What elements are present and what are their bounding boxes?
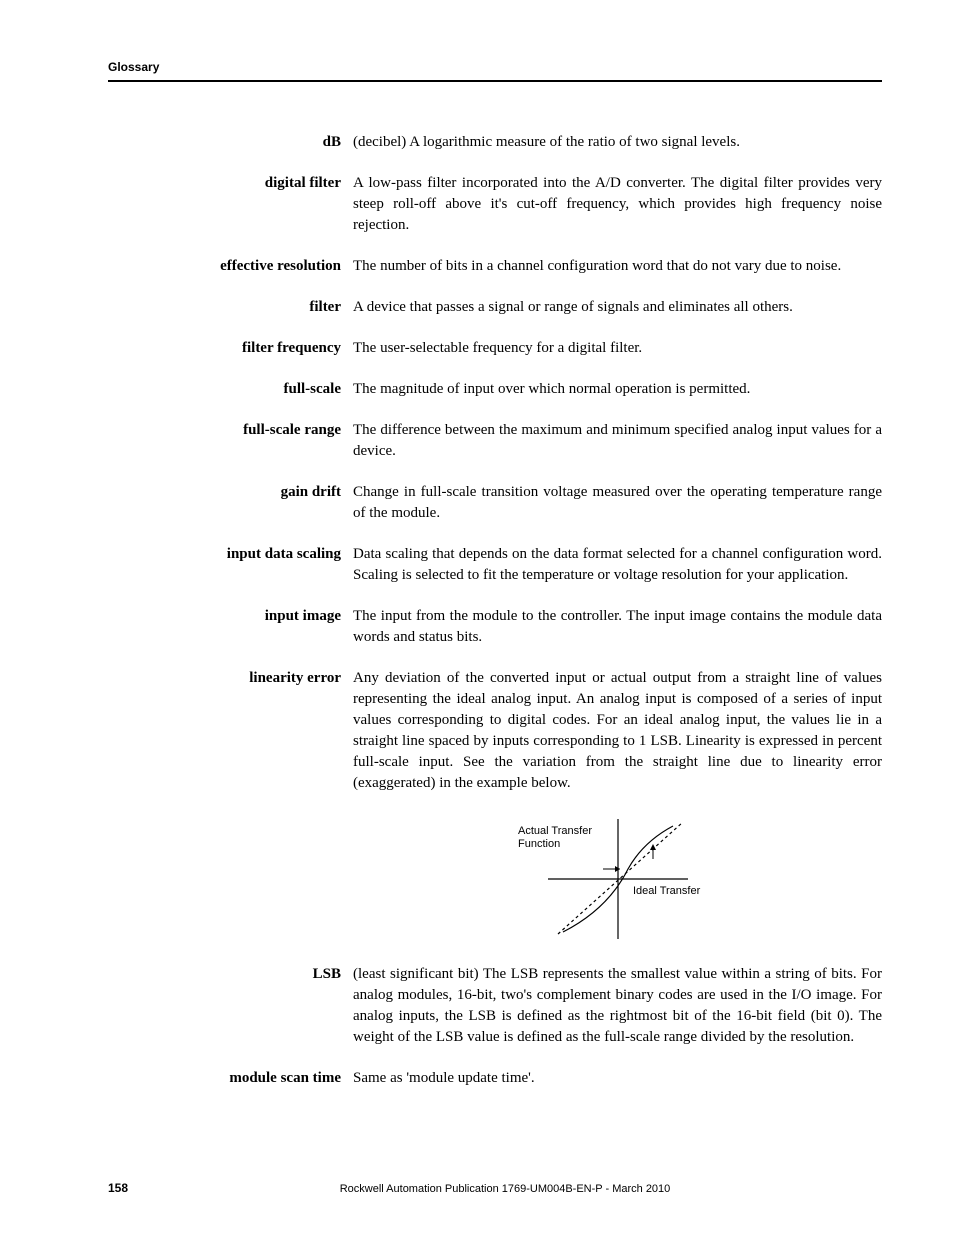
page-header: Glossary [108, 60, 882, 82]
term: gain drift [108, 482, 353, 503]
glossary-entry: filter frequency The user-selectable fre… [108, 338, 882, 359]
transfer-function-chart: Actual Transfer Function Ideal Transfer [508, 814, 728, 944]
term: input image [108, 606, 353, 627]
term: effective resolution [108, 256, 353, 277]
definition: The user-selectable frequency for a digi… [353, 338, 882, 359]
glossary-entry: dB (decibel) A logarithmic measure of th… [108, 132, 882, 153]
term: input data scaling [108, 544, 353, 565]
term: dB [108, 132, 353, 153]
definition: Data scaling that depends on the data fo… [353, 544, 882, 586]
glossary-entry: LSB (least significant bit) The LSB repr… [108, 964, 882, 1048]
glossary-entry: effective resolution The number of bits … [108, 256, 882, 277]
label-ideal: Ideal Transfer [633, 885, 701, 897]
term: full-scale [108, 379, 353, 400]
section-title: Glossary [108, 60, 882, 74]
glossary-entry: full-scale range The difference between … [108, 420, 882, 462]
term: linearity error [108, 668, 353, 689]
linearity-diagram: Actual Transfer Function Ideal Transfer [353, 814, 882, 944]
definition: The magnitude of input over which normal… [353, 379, 882, 400]
definition: A device that passes a signal or range o… [353, 297, 882, 318]
glossary-entry: filter A device that passes a signal or … [108, 297, 882, 318]
glossary-entry: full-scale The magnitude of input over w… [108, 379, 882, 400]
glossary-entry: input image The input from the module to… [108, 606, 882, 648]
definition: Same as 'module update time'. [353, 1068, 882, 1089]
definition: The input from the module to the control… [353, 606, 882, 648]
definition: The number of bits in a channel configur… [353, 256, 882, 277]
term: digital filter [108, 173, 353, 194]
definition: A low-pass filter incorporated into the … [353, 173, 882, 236]
definition: The difference between the maximum and m… [353, 420, 882, 462]
label-actual-l1: Actual Transfer [518, 825, 592, 837]
glossary-entry: linearity error Any deviation of the con… [108, 668, 882, 794]
page-number: 158 [108, 1181, 128, 1195]
definition: (least significant bit) The LSB represen… [353, 964, 882, 1048]
label-actual-l2: Function [518, 838, 560, 850]
term: LSB [108, 964, 353, 985]
term: full-scale range [108, 420, 353, 441]
publication-info: Rockwell Automation Publication 1769-UM0… [128, 1183, 882, 1195]
glossary-entry: digital filter A low-pass filter incorpo… [108, 173, 882, 236]
glossary-entry: module scan time Same as 'module update … [108, 1068, 882, 1089]
definition: Change in full-scale transition voltage … [353, 482, 882, 524]
definition: Any deviation of the converted input or … [353, 668, 882, 794]
term: filter [108, 297, 353, 318]
glossary-entry: gain drift Change in full-scale transiti… [108, 482, 882, 524]
definition: (decibel) A logarithmic measure of the r… [353, 132, 882, 153]
page-footer: 158 Rockwell Automation Publication 1769… [108, 1181, 882, 1195]
term: filter frequency [108, 338, 353, 359]
term: module scan time [108, 1068, 353, 1089]
glossary-entry: input data scaling Data scaling that dep… [108, 544, 882, 586]
header-rule [108, 80, 882, 82]
